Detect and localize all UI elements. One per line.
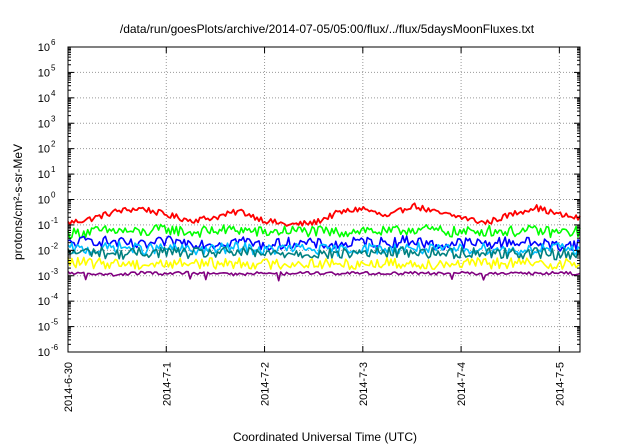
y-tick-label: 10: [38, 195, 50, 207]
y-tick-label: 10: [38, 144, 50, 156]
y-tick-exponent: 6: [51, 38, 56, 47]
y-tick-label: 10: [38, 169, 50, 181]
x-tick-label: 2014-7-3: [358, 362, 370, 406]
x-tick-label: 2014-7-1: [161, 362, 173, 406]
y-tick-exponent: -4: [51, 292, 59, 301]
series-line: [67, 240, 581, 257]
y-tick-labels: 10 -610 -510 -410 -310 -210 -110 010 110 210 310 41…: [38, 38, 59, 359]
series-line: [67, 256, 581, 271]
y-tick-exponent: 3: [51, 114, 56, 123]
y-tick-label: 10: [38, 118, 50, 130]
y-tick-label: 10: [38, 220, 50, 232]
y-tick-label: 10: [38, 42, 50, 54]
y-tick-exponent: 0: [51, 191, 56, 200]
series-line: [67, 246, 581, 261]
y-tick-exponent: -1: [51, 216, 59, 225]
x-tick-label: 2014-6-30: [63, 362, 75, 412]
y-axis-label: protons/cm²-s-sr-MeV: [11, 144, 25, 260]
series-line: [67, 202, 581, 227]
y-tick-exponent: -5: [51, 318, 59, 327]
y-tick-label: 10: [38, 245, 50, 257]
y-tick-exponent: 5: [51, 63, 56, 72]
y-tick-exponent: 2: [51, 140, 56, 149]
x-tick-label: 2014-7-2: [260, 362, 272, 406]
x-axis-label: Coordinated Universal Time (UTC): [233, 430, 417, 444]
y-tick-exponent: 4: [51, 89, 56, 98]
series-line: [67, 223, 581, 240]
y-tick-label: 10: [38, 67, 50, 79]
grid-lines: [68, 47, 580, 352]
x-tick-label: 2014-7-4: [456, 362, 468, 406]
chart-title: /data/run/goesPlots/archive/2014-07-05/0…: [120, 22, 535, 36]
y-tick-label: 10: [38, 271, 50, 283]
axis-ticks: [67, 46, 580, 353]
x-tick-labels: 2014-6-30 2014-7-1 2014-7-2 2014-7-3 2014-7-…: [63, 362, 566, 412]
series-line: [67, 270, 581, 282]
x-tick-label: 2014-7-5: [554, 362, 566, 406]
y-tick-label: 10: [38, 347, 50, 359]
y-tick-label: 10: [38, 322, 50, 334]
y-tick-exponent: 1: [51, 165, 56, 174]
y-tick-exponent: -3: [51, 267, 59, 276]
series-line: [67, 235, 581, 252]
y-tick-exponent: -2: [51, 241, 59, 250]
y-tick-exponent: -6: [51, 343, 59, 352]
y-tick-label: 10: [38, 296, 50, 308]
series-lines: [67, 202, 581, 282]
y-tick-label: 10: [38, 93, 50, 105]
